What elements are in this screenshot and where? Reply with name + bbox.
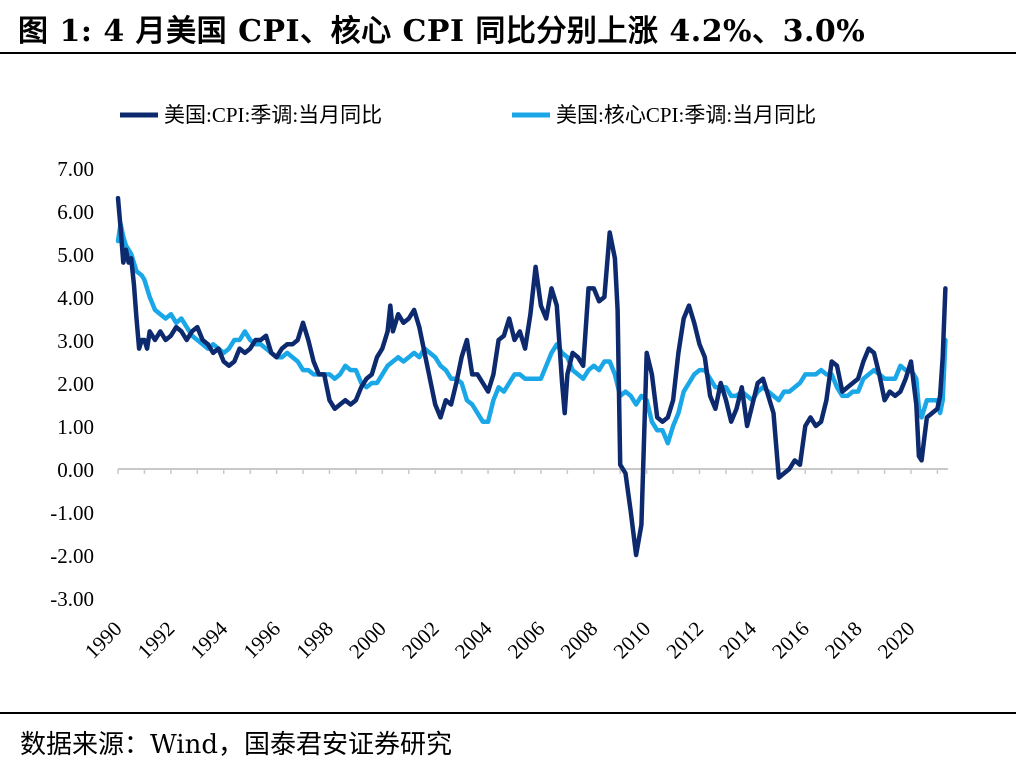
- x-tick-label: 2004: [450, 616, 497, 663]
- y-tick-label: 4.00: [57, 286, 94, 310]
- chart: 美国:CPI:季调:当月同比 美国:核心CPI:季调:当月同比 7.00 6.00…: [50, 103, 948, 664]
- legend: 美国:CPI:季调:当月同比 美国:核心CPI:季调:当月同比: [120, 103, 816, 127]
- x-tick-label: 2002: [397, 617, 444, 664]
- x-tick-label: 2014: [714, 616, 761, 663]
- x-tick-label: 1994: [186, 616, 233, 663]
- x-tick-label: 2018: [820, 617, 867, 664]
- x-tick-label: 1990: [80, 617, 127, 664]
- y-tick-label: -3.00: [50, 587, 94, 611]
- x-tick-label: 2006: [503, 617, 550, 664]
- y-tick-label: 6.00: [57, 200, 94, 224]
- legend-label-cpi: 美国:CPI:季调:当月同比: [164, 103, 382, 127]
- x-tick-label: 2000: [344, 617, 391, 664]
- y-tick-label: 7.00: [57, 157, 94, 181]
- x-axis: 1990 1992 1994 1996 1998 2000 2002 2004 2006 2008…: [80, 468, 948, 664]
- legend-label-core: 美国:核心CPI:季调:当月同比: [556, 103, 816, 127]
- x-tick-label: 2012: [661, 617, 708, 664]
- y-tick-label: 5.00: [57, 243, 94, 267]
- y-tick-label: 2.00: [57, 372, 94, 396]
- title-rule: [0, 52, 1016, 54]
- y-tick-label: 1.00: [57, 415, 94, 439]
- source-rule: [0, 712, 1016, 714]
- cpi-series-line: [115, 195, 948, 558]
- x-tick-label: 1998: [291, 617, 338, 664]
- y-axis: 7.00 6.00 5.00 4.00 3.00 2.00 1.00 0.00 -1.00 -2.…: [50, 157, 94, 611]
- y-tick-label: 0.00: [57, 458, 94, 482]
- x-tick-label: 2016: [767, 617, 814, 664]
- core-cpi-series-line: [115, 221, 948, 446]
- y-tick-label: 3.00: [57, 329, 94, 353]
- x-tick-label: 2008: [556, 617, 603, 664]
- x-tick-label: 1992: [133, 617, 180, 664]
- x-tick-label: 2020: [873, 617, 920, 664]
- series-layer: [115, 195, 948, 558]
- x-tick-label: 2010: [609, 617, 656, 664]
- y-tick-label: -1.00: [50, 501, 94, 525]
- y-tick-label: -2.00: [50, 544, 94, 568]
- source-note: 数据来源：Wind，国泰君安证券研究: [20, 730, 452, 760]
- x-tick-label: 1996: [238, 617, 285, 664]
- page-title: 图 1: 4 月美国 CPI、核心 CPI 同比分别上涨 4.2%、3.0%: [18, 14, 866, 49]
